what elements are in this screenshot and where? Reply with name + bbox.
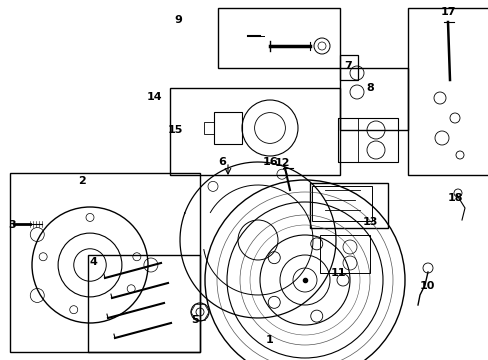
- Text: 7: 7: [344, 61, 351, 71]
- Bar: [214, 112, 242, 144]
- Bar: [88, 255, 200, 352]
- Bar: [339, 55, 357, 80]
- Bar: [309, 183, 387, 228]
- Bar: [407, 8, 488, 175]
- Text: 3: 3: [8, 220, 16, 230]
- Text: 14: 14: [147, 92, 163, 102]
- Text: 12: 12: [274, 158, 289, 168]
- Text: 16: 16: [262, 157, 277, 167]
- Text: 5: 5: [191, 315, 199, 325]
- Bar: [311, 186, 371, 221]
- Text: 1: 1: [265, 335, 273, 345]
- Text: 8: 8: [366, 83, 373, 93]
- Bar: [10, 173, 200, 352]
- Text: 2: 2: [78, 176, 86, 186]
- Bar: [170, 88, 339, 175]
- Text: 4: 4: [89, 257, 97, 267]
- Bar: [337, 118, 357, 162]
- Bar: [319, 235, 369, 273]
- Text: 18: 18: [447, 193, 462, 203]
- Text: 9: 9: [174, 15, 182, 25]
- Text: 13: 13: [362, 217, 377, 227]
- Bar: [337, 118, 397, 162]
- Text: 17: 17: [439, 7, 455, 17]
- Bar: [203, 122, 214, 134]
- Text: 15: 15: [167, 125, 183, 135]
- Bar: [218, 8, 339, 68]
- Text: 6: 6: [218, 157, 225, 167]
- Text: 11: 11: [329, 268, 345, 278]
- Text: 10: 10: [418, 281, 434, 291]
- Bar: [339, 68, 407, 130]
